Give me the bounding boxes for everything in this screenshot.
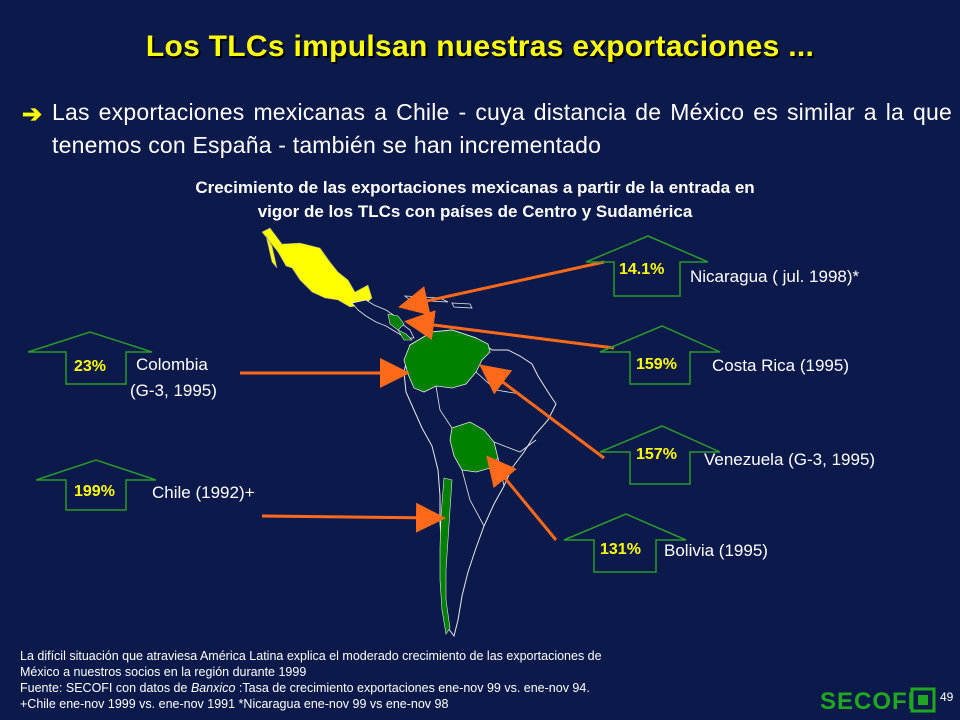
page-title: Los TLCs impulsan nuestras exportaciones… [145,30,815,63]
venezuela-pointer [479,364,605,460]
chile-label: Chile (1992)+ [152,483,255,502]
chile-arrow-box [35,459,157,511]
mexico-shape [261,227,373,308]
bolivia-pointer [486,455,558,541]
costa-rica-arrow-box [599,325,721,385]
footnote-line-1: La difícil situación que atraviesa Améri… [20,649,602,663]
nicaragua-arrow-box [585,235,709,297]
colombia-venezuela-shape [403,329,491,393]
chile-percent: 199% [74,483,115,500]
footnote-line-3: Fuente: SECOFI con datos de Banxico :Tas… [20,681,590,695]
footnote: La difícil situación que atraviesa Améri… [20,648,820,712]
south-america-shape [403,329,557,638]
nicaragua-shape [387,313,405,331]
bolivia-arrow-box [563,513,687,573]
nicaragua-pointer [398,260,605,316]
colombia-label-2: (G-3, 1995) [130,381,217,400]
logo-text: SECOFI [820,688,915,715]
bullet-text: Las exportaciones mexicanas a Chile - cu… [52,99,952,158]
subtitle-line-1: Crecimiento de las exportaciones mexican… [195,178,755,197]
venezuela-percent: 157% [636,446,677,463]
footnote-line-4: +Chile ene-nov 1999 vs. ene-nov 1991 *Ni… [20,697,449,711]
map-subtitle: Crecimiento de las exportaciones mexican… [40,176,910,224]
venezuela-label: Venezuela (G-3, 1995) [704,450,876,469]
footnote-line-2: México a nuestros socios en la región du… [20,665,307,679]
colombia-percent: 23% [74,358,107,375]
bolivia-percent: 131% [600,541,641,558]
page-number: 49 [940,690,954,704]
costa-rica-percent: 159% [636,356,677,373]
secofi-logo: SECOFI [820,687,936,715]
subtitle-line-2: vigor de los TLCs con países de Centro y… [257,202,693,221]
costa-rica-label: Costa Rica (1995) [712,356,850,375]
bolivia-label: Bolivia (1995) [664,541,768,560]
nicaragua-percent: 14.1% [619,261,665,278]
right-arrow-icon: ➔ [22,101,43,128]
venezuela-arrow-box [599,425,721,485]
chile-pointer [261,502,446,533]
nicaragua-label: Nicaragua ( jul. 1998)* [690,267,860,286]
colombia-arrow-box [27,331,153,385]
colombia-label: Colombia [136,355,208,374]
costa-rica-pointer [404,310,615,350]
